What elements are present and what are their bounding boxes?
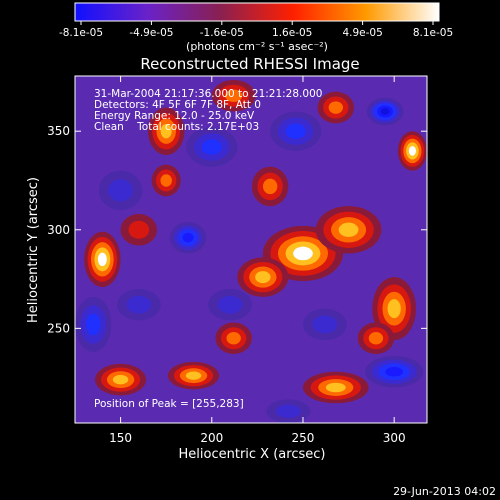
emission-blob — [215, 322, 252, 354]
blob-contour — [325, 382, 346, 393]
negative-blob — [366, 97, 404, 126]
blob-contour — [182, 232, 194, 243]
emission-blob — [120, 214, 158, 246]
emission-blob — [84, 231, 121, 287]
colorbar-tick-label: -1.6e-05 — [200, 27, 244, 39]
blob-contour — [312, 315, 338, 334]
axis-ticks: 150 200 250 300 250 300 350 — [47, 76, 427, 445]
colorbar-strip — [74, 2, 440, 22]
annotation-time-range: 31-Mar-2004 21:17:36.000 to 21:21:28.000 — [94, 88, 322, 100]
heatmap-blobs — [75, 79, 427, 423]
colorbar-unit-label: (photons cm⁻² s⁻¹ asec⁻²) — [186, 40, 328, 53]
blob-contour — [255, 271, 271, 284]
emission-blob — [211, 79, 256, 112]
blob-contour — [160, 124, 172, 139]
y-tick-label: 350 — [47, 124, 70, 138]
blob-contour — [225, 89, 243, 102]
blob-contour — [226, 332, 241, 345]
blob-contour — [160, 174, 172, 187]
negative-blob — [169, 221, 207, 254]
blob-contour — [97, 252, 107, 267]
emission-blob — [357, 322, 395, 354]
annotation-block: 31-Mar-2004 21:17:36.000 to 21:21:28.000… — [94, 88, 322, 133]
blob-contour — [328, 101, 343, 114]
negative-blob — [116, 288, 161, 321]
blob-contour — [285, 123, 306, 139]
blob-contour — [380, 108, 390, 115]
colorbar-tick-label: 4.9e-05 — [342, 27, 382, 39]
negative-blob — [208, 288, 252, 321]
x-tick-label: 150 — [109, 431, 132, 445]
y-tick-label: 250 — [47, 321, 70, 335]
negative-blob — [75, 296, 112, 353]
chart-title: Reconstructed RHESSI Image — [140, 55, 359, 73]
y-tick-label: 300 — [47, 223, 70, 237]
emission-blob — [372, 277, 417, 341]
colorbar-tick-label: 8.1e-05 — [413, 27, 453, 39]
colorbar-tick-label: -4.9e-05 — [129, 27, 173, 39]
colorbar-tick-label: -8.1e-05 — [59, 27, 103, 39]
blob-contour — [185, 371, 202, 380]
emission-blob — [251, 166, 289, 207]
x-tick-label: 300 — [383, 431, 406, 445]
x-tick-label: 250 — [292, 431, 315, 445]
blob-contour — [262, 178, 278, 195]
emission-blob — [147, 107, 185, 155]
plot-area: 150 200 250 300 250 300 350 — [47, 75, 428, 445]
blob-contour — [338, 222, 359, 237]
annotation-counts: Clean Total counts: 2.17E+03 — [94, 121, 259, 133]
blob-contour — [128, 220, 150, 239]
blob-contour — [368, 332, 384, 345]
emission-blob — [151, 164, 181, 197]
blob-contour — [387, 299, 401, 319]
emission-blob — [315, 206, 382, 254]
blob-contour — [408, 146, 416, 156]
blob-contour — [276, 404, 301, 418]
blob-contour — [217, 295, 243, 314]
emission-blob — [317, 91, 355, 124]
colorbar-tick-label: 1.6e-05 — [272, 27, 312, 39]
annotation-energy-range: Energy Range: 12.0 - 25.0 keV — [94, 110, 255, 122]
colorbar: -8.1e-05 -4.9e-05 -1.6e-05 1.6e-05 4.9e-05 8.… — [59, 2, 453, 53]
negative-blob — [98, 170, 143, 211]
emission-blob — [397, 131, 427, 171]
emission-blob — [168, 361, 220, 390]
blob-contour — [112, 374, 129, 385]
colorbar-ticks: -8.1e-05 -4.9e-05 -1.6e-05 1.6e-05 4.9e-05 8.… — [59, 21, 453, 39]
negative-blob — [364, 355, 424, 388]
emission-blob — [95, 363, 147, 396]
blob-contour — [293, 246, 313, 261]
blob-contour — [86, 313, 101, 336]
negative-blob — [270, 111, 322, 151]
footer-date: 29-Jun-2013 04:02 — [393, 485, 496, 498]
emission-blob — [302, 371, 369, 404]
blob-contour — [201, 139, 222, 155]
y-axis-label: Heliocentric Y (arcsec) — [26, 177, 41, 323]
x-tick-label: 200 — [200, 431, 223, 445]
negative-blob — [302, 308, 347, 341]
negative-blob — [186, 127, 238, 167]
x-axis-label: Heliocentric X (arcsec) — [179, 447, 326, 462]
blob-contour — [385, 366, 403, 377]
plot-frame — [74, 75, 428, 424]
emission-blob — [237, 257, 289, 297]
annotation-detectors: Detectors: 4F 5F 6F 7F 8F, Att 0 — [94, 99, 261, 111]
peak-position-label: Position of Peak = [255,283] — [94, 398, 244, 410]
negative-blob — [266, 399, 311, 423]
blob-contour — [126, 295, 152, 314]
blob-contour — [108, 179, 133, 202]
